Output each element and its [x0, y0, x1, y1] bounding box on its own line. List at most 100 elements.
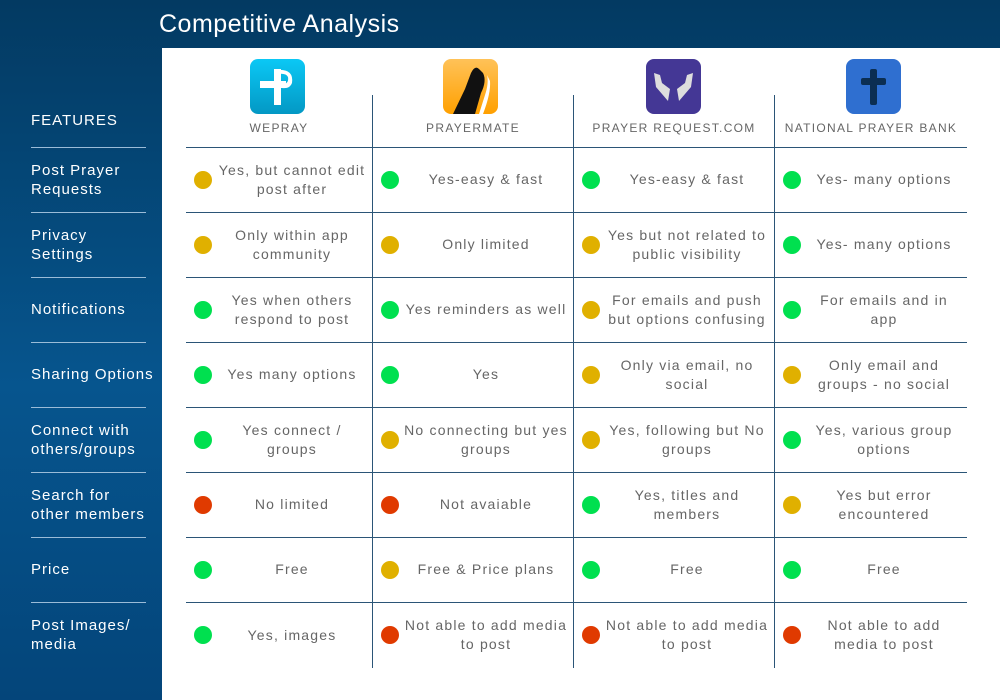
cell-text: Only within app community [235, 226, 349, 262]
cell-text: Yes but error encountered [836, 486, 932, 522]
column-divider [573, 95, 574, 668]
feature-label: Privacy Settings [31, 226, 94, 263]
cell-text: Not able to add media to post [605, 617, 769, 652]
cell-text: Yes- many options [816, 171, 952, 187]
feature-divider [31, 147, 146, 148]
status-green-dot [783, 170, 801, 189]
status-green-dot [381, 365, 399, 384]
cell-text: Yes, titles and members [634, 486, 740, 522]
status-yellow-dot [381, 235, 399, 254]
cell-text: Free [670, 561, 704, 577]
table-cell: Free [186, 537, 372, 602]
status-yellow-dot [582, 235, 600, 254]
cross-icon [846, 59, 901, 114]
cell-text: Only limited [442, 236, 530, 252]
table-cell: Yes, various group options [775, 407, 967, 472]
feature-label: Connect with others/groups [31, 421, 136, 458]
status-red-dot [381, 626, 399, 644]
row-divider [186, 342, 967, 343]
table-cell: Yes-easy & fast [574, 147, 774, 212]
table-cell: Not avaiable [373, 472, 573, 537]
status-red-dot [783, 626, 801, 644]
table-cell: For emails and push but options confusin… [574, 277, 774, 342]
table-cell: Free [574, 537, 774, 602]
cell-text: Yes, but cannot edit post after [218, 161, 366, 197]
cell-text: Not avaiable [439, 496, 533, 512]
wepray-logo-icon [250, 59, 305, 114]
feature-divider [31, 602, 146, 603]
row-divider [186, 537, 967, 538]
table-cell: Free & Price plans [373, 537, 573, 602]
table-cell: Not able to add media to post [574, 602, 774, 668]
table-cell: Yes many options [186, 342, 372, 407]
app-name: PRAYER REQUEST.COM [592, 121, 756, 135]
app-name: WEPRAY [249, 121, 309, 135]
feature-divider [31, 212, 146, 213]
status-green-dot [194, 560, 212, 579]
cell-text: Free [275, 561, 309, 577]
app-name: PRAYERMATE [426, 121, 520, 135]
table-cell: Not able to add media to post [775, 602, 967, 668]
status-yellow-dot [194, 235, 212, 254]
status-green-dot [582, 560, 600, 579]
table-cell: Yes but error encountered [775, 472, 967, 537]
status-yellow-dot [783, 365, 801, 384]
table-cell: Only limited [373, 212, 573, 277]
feature-divider [31, 342, 146, 343]
status-yellow-dot [582, 430, 600, 449]
cell-text: Yes, images [247, 626, 337, 643]
feature-label: Search for other members [31, 486, 145, 523]
status-green-dot [582, 495, 600, 514]
cell-text: Not able to add media to post [827, 617, 941, 652]
table-cell: Free [775, 537, 967, 602]
table-cell: Yes [373, 342, 573, 407]
table-cell: Only email and groups - no social [775, 342, 967, 407]
table-cell: Yes-easy & fast [373, 147, 573, 212]
status-green-dot [194, 626, 212, 644]
page-title: Competitive Analysis [159, 10, 400, 38]
table-cell: Only via email, no social [574, 342, 774, 407]
table-cell: Yes- many options [775, 212, 967, 277]
table-cell: Yes when others respond to post [186, 277, 372, 342]
status-red-dot [194, 495, 212, 514]
table-cell: Yes but not related to public visibility [574, 212, 774, 277]
app-name: NATIONAL PRAYER BANK [784, 121, 958, 135]
table-cell: Yes reminders as well [373, 277, 573, 342]
cell-text: For emails and in app [820, 291, 948, 327]
feature-label: Post Prayer Requests [31, 161, 121, 198]
features-header: FEATURES [31, 111, 118, 129]
feature-label: Notifications [31, 301, 126, 318]
feature-divider [31, 277, 146, 278]
status-green-dot [783, 300, 801, 319]
status-green-dot [194, 300, 212, 319]
status-green-dot [582, 170, 600, 189]
cell-text: Yes-easy & fast [428, 171, 544, 187]
row-divider [186, 277, 967, 278]
cell-text: Free [867, 561, 901, 577]
table-cell: Yes, but cannot edit post after [186, 147, 372, 212]
table-cell: No connecting but yes groups [373, 407, 573, 472]
table-cell: No limited [186, 472, 372, 537]
row-divider [186, 212, 967, 213]
status-yellow-dot [381, 430, 399, 449]
table-cell: Not able to add media to post [373, 602, 573, 668]
status-green-dot [783, 235, 801, 254]
status-yellow-dot [582, 300, 600, 319]
column-divider [774, 95, 775, 668]
cell-text: For emails and push but options confusin… [608, 291, 766, 327]
row-divider [186, 407, 967, 408]
status-green-dot [783, 560, 801, 579]
cell-text: Yes reminders as well [405, 301, 567, 317]
feature-label: Sharing Options [31, 366, 154, 383]
cell-text: Yes but not related to public visibility [607, 226, 767, 262]
praying-hands-icon [443, 59, 498, 114]
cell-text: Free & Price plans [417, 561, 555, 577]
table-cell: Yes- many options [775, 147, 967, 212]
feature-label: Price [31, 561, 71, 578]
status-green-dot [194, 430, 212, 449]
status-green-dot [381, 300, 399, 319]
open-hands-icon [646, 59, 701, 114]
status-yellow-dot [582, 365, 600, 384]
row-divider [186, 472, 967, 473]
cell-text: Yes when others respond to post [231, 291, 353, 327]
